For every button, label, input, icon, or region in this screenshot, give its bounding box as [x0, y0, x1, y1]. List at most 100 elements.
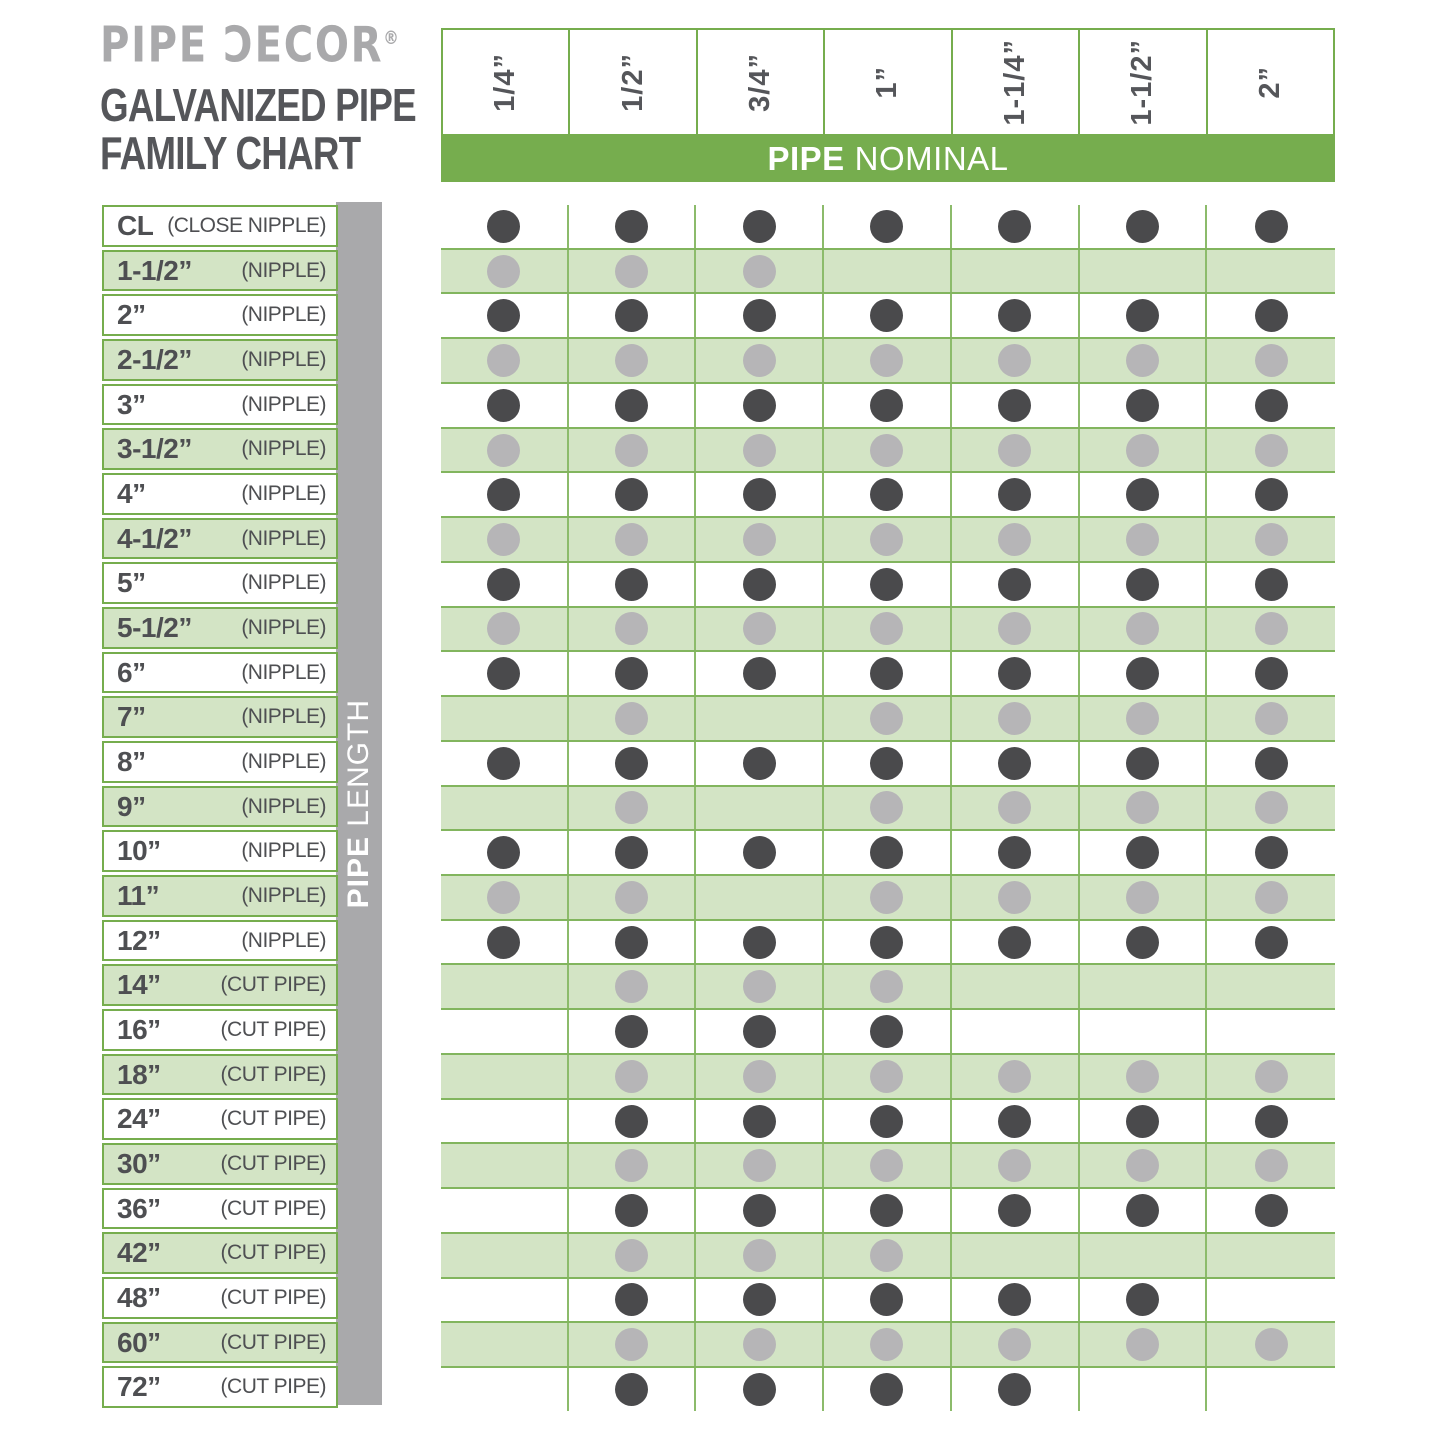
pipe-nominal-band-bold: PIPE: [767, 140, 845, 177]
availability-dot: [487, 299, 521, 333]
availability-dot: [487, 925, 521, 959]
grid-cell: [824, 1099, 952, 1143]
grid-cell: [441, 294, 569, 338]
availability-dot: [487, 836, 521, 870]
grid-row: [441, 831, 1335, 875]
brand-logo: PIPE ƆECOR®: [100, 10, 424, 73]
grid-cell: [1207, 563, 1335, 606]
column-size-box: 1/4”: [443, 30, 569, 134]
availability-dot: [1125, 836, 1159, 870]
grid-cell: [952, 1323, 1080, 1367]
grid-cell: [569, 607, 697, 651]
availability-dot: [615, 1015, 649, 1049]
availability-dot: [742, 1328, 776, 1362]
grid-cell: [952, 607, 1080, 651]
row-category-label: (CUT PIPE): [220, 1330, 327, 1354]
grid-cell: [441, 1323, 569, 1367]
grid-row: [441, 695, 1335, 742]
availability-dot: [742, 299, 776, 333]
row-label-slot: 30” (CUT PIPE): [102, 1143, 338, 1188]
grid-cell: [441, 1233, 569, 1277]
availability-dot: [1254, 299, 1288, 333]
grid-cell: [569, 1323, 697, 1367]
grid-cell: [441, 920, 569, 964]
row-label-cell: 16” (CUT PIPE): [102, 1009, 338, 1051]
grid-cell: [696, 1189, 825, 1232]
row-category-label: (NIPPLE): [241, 526, 326, 550]
availability-dot: [487, 657, 521, 691]
row-label-slot: 4” (NIPPLE): [102, 473, 338, 518]
availability-dot: [487, 567, 521, 601]
grid-cell: [824, 652, 952, 696]
column-size-box: 1/2”: [570, 30, 696, 134]
grid-cell: [952, 1278, 1080, 1322]
grid-cell: [824, 1278, 952, 1322]
row-label-cell: 7” (NIPPLE): [102, 696, 338, 739]
availability-dot: [1125, 1328, 1159, 1362]
availability-dot: [742, 567, 776, 601]
availability-dot: [615, 254, 649, 288]
grid-cell: [824, 383, 952, 427]
availability-dot: [615, 925, 649, 959]
availability-dot: [1254, 478, 1288, 512]
grid-cell: [569, 652, 697, 696]
availability-dot: [998, 1104, 1032, 1138]
availability-dot: [1125, 1194, 1159, 1228]
grid-row: [441, 1321, 1335, 1369]
grid-cell: [1080, 652, 1208, 696]
row-category-label: (NIPPLE): [241, 258, 326, 282]
row-label-slot: 7” (NIPPLE): [102, 696, 338, 741]
grid-cell: [696, 607, 825, 651]
grid-cell: [696, 1278, 825, 1322]
grid-cell: [952, 876, 1080, 919]
grid-cell: [441, 697, 569, 740]
availability-dot: [615, 299, 649, 333]
grid-cell: [1080, 1010, 1208, 1053]
row-label-cell: 24” (CUT PIPE): [102, 1098, 338, 1141]
row-label-slot: 11” (NIPPLE): [102, 875, 338, 920]
row-label-cell: 72” (CUT PIPE): [102, 1366, 338, 1409]
availability-dot: [1254, 746, 1288, 780]
grid-cell: [1207, 697, 1335, 740]
row-length-label: 30”: [117, 1147, 161, 1179]
availability-dot: [1254, 925, 1288, 959]
row-label-slot: 72” (CUT PIPE): [102, 1366, 338, 1411]
availability-dot: [870, 388, 904, 422]
grid-cell: [696, 518, 825, 561]
grid-row: [441, 605, 1335, 653]
row-category-label: (NIPPLE): [241, 347, 326, 371]
grid-cell: [824, 920, 952, 964]
grid-cell: [696, 876, 825, 919]
availability-dot: [1125, 209, 1159, 243]
availability-dot: [487, 344, 521, 378]
grid-cell: [569, 831, 697, 875]
availability-dot: [870, 478, 904, 512]
row-category-label: (CUT PIPE): [220, 1285, 327, 1309]
availability-dot: [615, 388, 649, 422]
column-size-label: 3/4”: [744, 52, 777, 112]
grid-cell: [952, 831, 1080, 875]
grid-cell: [441, 1368, 569, 1411]
availability-dot: [1254, 1059, 1288, 1093]
grid-cell: [1207, 652, 1335, 695]
row-label-slot: 2-1/2” (NIPPLE): [102, 339, 338, 384]
grid-row: [441, 337, 1335, 384]
chart-title-line1: GALVANIZED PIPE: [100, 79, 417, 132]
grid-cell: [1080, 428, 1208, 472]
availability-dot: [870, 1059, 904, 1093]
grid-cell: [1080, 473, 1208, 517]
grid-cell: [441, 741, 569, 785]
availability-dot: [998, 657, 1032, 691]
row-category-label: (CUT PIPE): [220, 1151, 327, 1175]
availability-dot: [615, 433, 649, 467]
row-label-cell: 8” (NIPPLE): [102, 741, 338, 783]
availability-dot: [615, 836, 649, 870]
availability-dot: [1125, 1149, 1159, 1183]
row-category-label: (CUT PIPE): [220, 1241, 327, 1265]
grid-row: [441, 426, 1335, 474]
grid-cell: [441, 965, 569, 1009]
grid-cell: [1207, 1189, 1335, 1232]
grid-cell: [952, 697, 1080, 740]
grid-cell: [696, 562, 825, 606]
grid-cell: [569, 786, 697, 830]
